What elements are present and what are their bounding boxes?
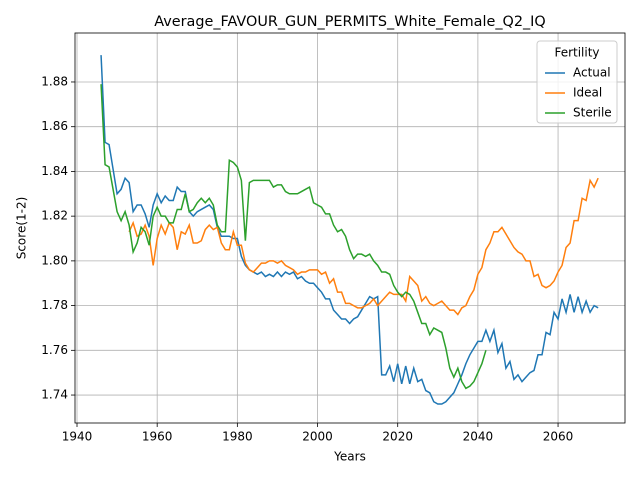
y-tick-label: 1.78: [41, 298, 68, 312]
x-tick-label: 2020: [382, 430, 413, 444]
series-line: [128, 177, 599, 316]
y-axis-label: Score(1-2): [15, 197, 29, 260]
legend-label: Sterile: [573, 106, 612, 120]
x-tick-label: 1940: [62, 430, 93, 444]
y-tick-label: 1.82: [41, 209, 68, 223]
legend-label: Actual: [573, 66, 611, 80]
legend-title: Fertility: [554, 46, 599, 60]
y-tick-label: 1.86: [41, 119, 68, 133]
x-tick-label: 1980: [222, 430, 253, 444]
series-line: [100, 84, 487, 390]
plot-frame: [74, 32, 626, 424]
series-line: [100, 55, 599, 405]
x-axis-label: Years: [333, 450, 366, 464]
y-tick-label: 1.76: [41, 343, 68, 357]
legend-label: Ideal: [573, 86, 602, 100]
y-tick-label: 1.80: [41, 253, 68, 267]
x-tick-label: 1960: [142, 430, 173, 444]
y-tick-label: 1.74: [41, 388, 68, 402]
x-tick-label: 2060: [543, 430, 574, 444]
legend-box: [536, 40, 618, 124]
x-tick-label: 2000: [302, 430, 333, 444]
chart-title: Average_FAVOUR_GUN_PERMITS_White_Female_…: [154, 14, 546, 30]
y-tick-label: 1.84: [41, 164, 68, 178]
x-tick-label: 2040: [463, 430, 494, 444]
y-tick-label: 1.88: [41, 74, 68, 88]
